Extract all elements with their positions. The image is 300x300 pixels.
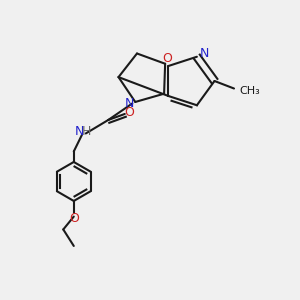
Text: H: H bbox=[82, 124, 92, 138]
Text: O: O bbox=[162, 52, 172, 65]
Text: N: N bbox=[200, 47, 209, 60]
Text: O: O bbox=[69, 212, 79, 225]
Text: CH₃: CH₃ bbox=[239, 86, 260, 96]
Text: O: O bbox=[124, 106, 134, 119]
Text: N: N bbox=[74, 124, 84, 138]
Text: N: N bbox=[125, 97, 135, 110]
